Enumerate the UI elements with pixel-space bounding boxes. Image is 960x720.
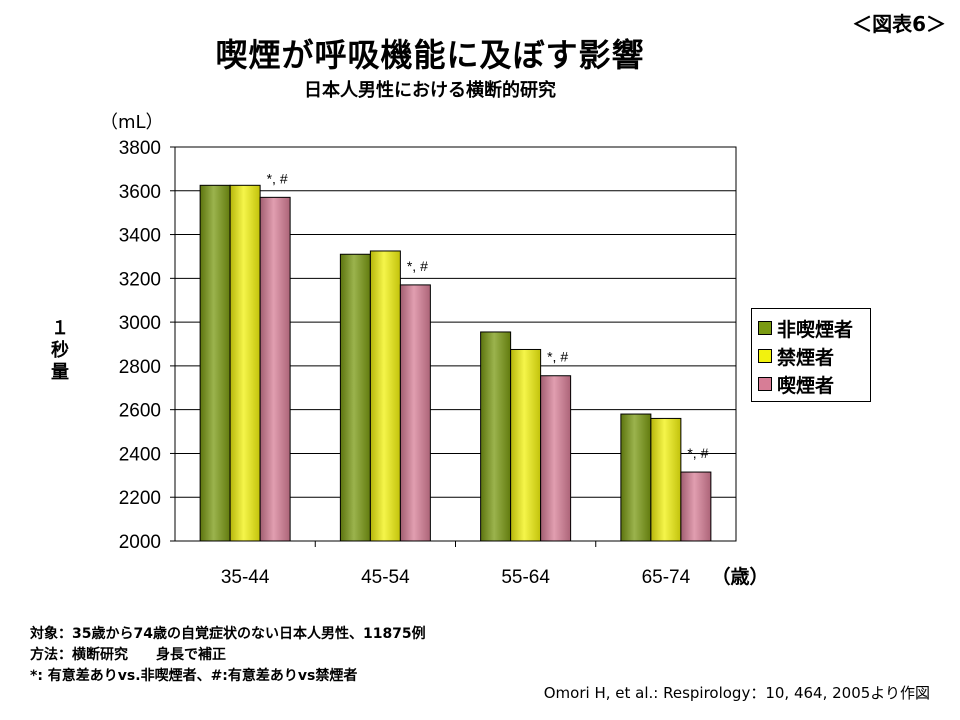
x-axis-unit: （歳） <box>711 565 768 588</box>
legend-item: 禁煙者 <box>758 342 864 370</box>
significance-mark: *, # <box>267 170 288 186</box>
y-tick-label: 2800 <box>119 357 161 378</box>
legend-item: 喫煙者 <box>758 370 864 398</box>
x-tick-label: 65-74 <box>642 567 691 588</box>
note-method: 方法：横断研究 身長で補正 <box>30 647 226 663</box>
y-tick-label: 3400 <box>119 226 161 247</box>
y-tick-label: 3800 <box>119 138 161 159</box>
y-tick-label: 3600 <box>119 182 161 203</box>
footnotes: 対象：35歳から74歳の自覚症状のない日本人男性、11875例 方法：横断研究 … <box>30 624 426 687</box>
bar-chart: 2000 2200 2400 2600 2800 3000 3200 3400 3600 3800… <box>119 138 769 588</box>
bar-2 <box>510 348 542 542</box>
bar-1 <box>480 331 512 542</box>
y-axis-unit: （mL） <box>100 112 164 133</box>
chart-title: 喫煙が呼吸機能に及ぼす影響 <box>215 36 645 74</box>
bar-1 <box>339 253 371 542</box>
y-axis-label-char: 量 <box>51 362 69 383</box>
y-tick-label: 3200 <box>119 269 161 290</box>
y-axis-label-char: 秒 <box>51 340 69 361</box>
significance-mark: *, # <box>547 349 568 365</box>
figure-label: ＜図表6＞ <box>852 12 946 36</box>
significance-mark: *, # <box>407 258 428 274</box>
chart-subtitle: 日本人男性における横断的研究 <box>304 80 556 101</box>
bar-2 <box>229 184 261 542</box>
legend-item: 非喫煙者 <box>758 314 864 342</box>
legend-label: 禁煙者 <box>777 346 835 369</box>
significance-mark: *, # <box>687 445 708 461</box>
x-tick-label: 55-64 <box>501 567 550 588</box>
legend: 非喫煙者禁煙者喫煙者 <box>751 308 871 402</box>
bar-2 <box>369 250 401 542</box>
y-tick-label: 3000 <box>119 313 161 334</box>
y-tick-label: 2600 <box>119 401 161 422</box>
citation: Omori H, et al.: Respirology：10, 464, 20… <box>543 684 930 702</box>
note-subjects: 対象：35歳から74歳の自覚症状のない日本人男性、11875例 <box>30 626 426 642</box>
legend-swatch <box>758 349 772 363</box>
bar-3 <box>540 375 572 542</box>
y-axis-label-char: １ <box>51 318 69 339</box>
legend-label: 喫煙者 <box>777 374 835 397</box>
legend-swatch <box>758 377 772 391</box>
legend-label: 非喫煙者 <box>777 318 854 341</box>
x-tick-label: 45-54 <box>361 567 410 588</box>
bar-3 <box>399 284 431 542</box>
bar-3 <box>680 471 712 542</box>
y-tick-label: 2000 <box>119 532 161 553</box>
bar-1 <box>620 413 652 542</box>
bar-1 <box>199 184 231 542</box>
note-significance: *: 有意差ありvs.非喫煙者、#:有意差ありvs禁煙者 <box>30 668 358 684</box>
x-tick-label: 35-44 <box>221 567 270 588</box>
bar-3 <box>259 196 291 542</box>
legend-swatch <box>758 321 772 335</box>
y-tick-label: 2400 <box>119 444 161 465</box>
bar-2 <box>650 417 682 542</box>
y-tick-label: 2200 <box>119 488 161 509</box>
